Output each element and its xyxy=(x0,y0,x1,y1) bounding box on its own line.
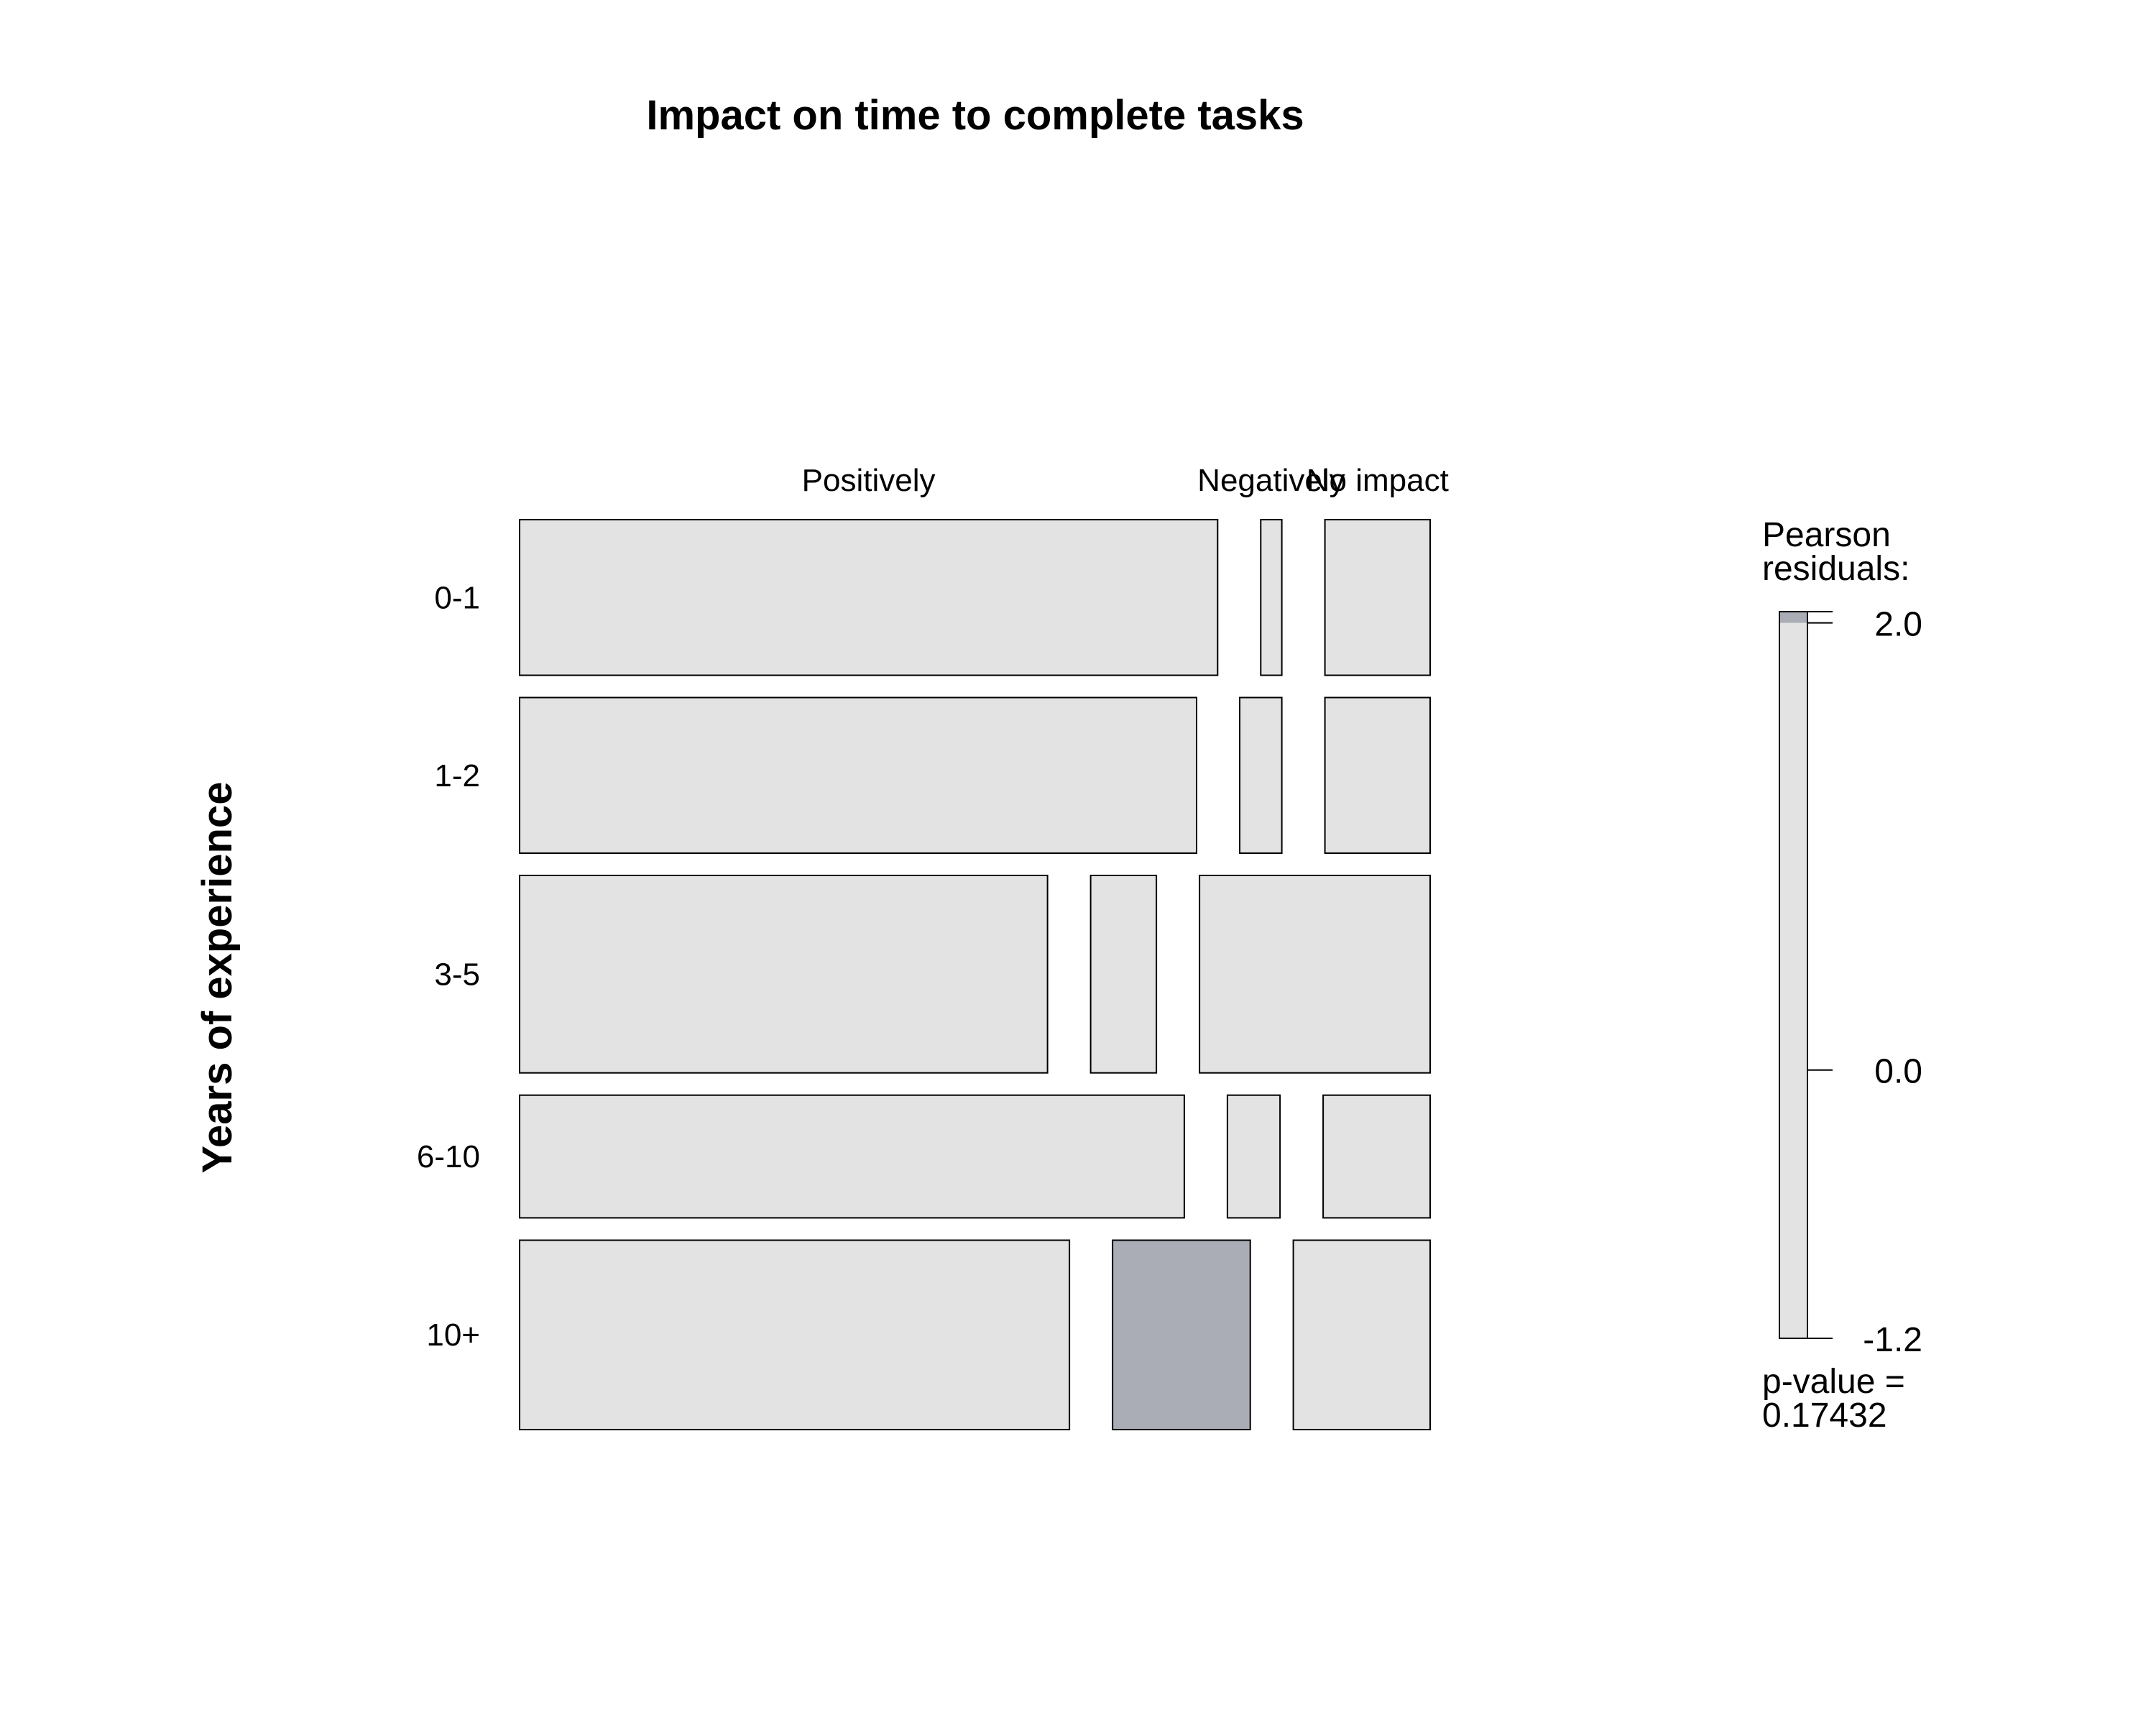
row-label-0-1: 0-1 xyxy=(434,580,480,615)
row-label-10+: 10+ xyxy=(426,1317,480,1353)
tile-10+-positively xyxy=(519,1239,1071,1430)
legend-title-line1: Pearson xyxy=(1762,516,1891,554)
col-label-positively: Positively xyxy=(802,463,936,498)
row-labels: 0-1 1-2 3-5 6-10 10+ xyxy=(417,580,480,1353)
chart-title: Impact on time to complete tasks xyxy=(646,92,1304,139)
col-label-negatively: Negatively xyxy=(1197,463,1345,498)
legend-high-band xyxy=(1779,612,1807,623)
tile-6-10-positively xyxy=(519,1094,1185,1219)
legend-low-band xyxy=(1779,622,1807,1338)
row-label-6-10: 6-10 xyxy=(417,1139,480,1174)
legend-title-line2: residuals: xyxy=(1762,550,1909,588)
legend-ticks: 2.0 0.0 -1.2 xyxy=(1807,606,1922,1359)
tile-0-1-no-impact xyxy=(1324,519,1431,676)
row-label-3-5: 3-5 xyxy=(434,957,480,992)
p-value-number: 0.17432 xyxy=(1762,1397,1887,1435)
tile-10+-negatively xyxy=(1112,1239,1251,1430)
legend-tick-label: -1.2 xyxy=(1863,1321,1922,1359)
tile-1-2-negatively xyxy=(1239,696,1283,854)
legend-tick-label: 2.0 xyxy=(1874,606,1922,644)
tile-0-1-negatively xyxy=(1260,519,1283,676)
tile-3-5-negatively xyxy=(1089,875,1158,1074)
tile-1-2-positively xyxy=(519,696,1197,854)
tile-3-5-no-impact xyxy=(1199,875,1431,1074)
legend-bar-border xyxy=(1779,611,1808,1339)
col-label-no-impact: No impact xyxy=(1307,463,1449,498)
p-value-label: p-value = xyxy=(1762,1363,1905,1401)
tile-1-2-no-impact xyxy=(1324,696,1431,854)
tile-0-1-positively xyxy=(519,519,1219,676)
row-label-1-2: 1-2 xyxy=(434,758,480,794)
y-axis-label: Years of experience xyxy=(194,782,241,1174)
tile-6-10-no-impact xyxy=(1322,1094,1431,1219)
tile-3-5-positively xyxy=(519,875,1049,1074)
legend-tick-label: 0.0 xyxy=(1874,1053,1922,1091)
tile-10+-no-impact xyxy=(1292,1239,1431,1430)
legend-color-bar xyxy=(1779,611,1808,1339)
tile-6-10-negatively xyxy=(1226,1094,1281,1219)
residual-legend: Pearson residuals: 2.00.0-1.2 p-value = … xyxy=(1762,516,1922,1435)
mosaic-tiles xyxy=(519,519,1431,1430)
